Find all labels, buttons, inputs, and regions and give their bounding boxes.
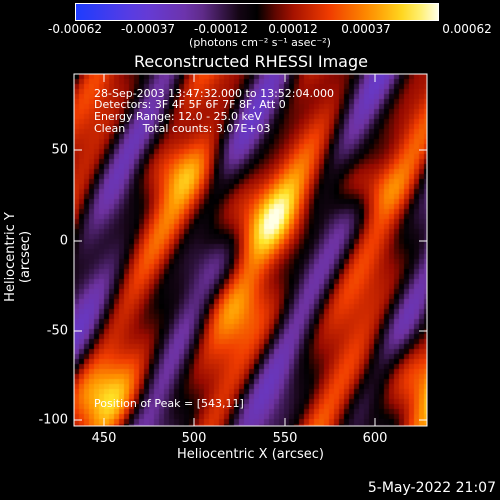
colorbar-units: (photons cm⁻² s⁻¹ asec⁻²)	[189, 36, 331, 49]
x-tick-label: 600	[362, 431, 388, 446]
colorbar-tick-label: -0.00062	[48, 22, 102, 36]
info-clean: Clean Total counts: 3.07E+03	[94, 122, 271, 135]
plot-timestamp: 5-May-2022 21:07	[367, 480, 496, 496]
colorbar-tick-label: 0.00037	[341, 22, 391, 36]
plot-title: Reconstructed RHESSI Image	[134, 52, 368, 71]
x-axis-label: Heliocentric X (arcsec)	[177, 447, 324, 462]
y-tick-label: -100	[38, 412, 68, 428]
colorbar-tick-label: -0.00037	[121, 22, 175, 36]
x-tick-label: 500	[181, 431, 207, 446]
plot-frame	[73, 73, 428, 427]
info-detectors: Detectors: 3F 4F 5F 6F 7F 8F, Att 0	[94, 98, 286, 111]
peak-position: Position of Peak = [543,11]	[94, 397, 244, 410]
x-ticks	[103, 74, 376, 426]
colorbar	[75, 3, 439, 21]
colorbar-tick-label: -0.00012	[194, 22, 248, 36]
x-tick-label: 450	[91, 431, 117, 446]
rhessi-image	[74, 74, 427, 426]
y-tick-label: 0	[59, 233, 68, 249]
colorbar-tick-label: 0.00012	[268, 22, 318, 36]
y-axis-label: Heliocentric Y (arcsec)	[3, 212, 33, 302]
y-tick-label: 50	[51, 142, 68, 158]
colorbar-tick-label: 0.00062	[442, 22, 492, 36]
x-tick-label: 550	[272, 431, 298, 446]
info-time-range: 28-Sep-2003 13:47:32.000 to 13:52:04.000	[94, 87, 334, 100]
y-tick-label: -50	[46, 323, 68, 339]
info-energy-range: Energy Range: 12.0 - 25.0 keV	[94, 110, 262, 123]
y-ticks	[74, 149, 427, 421]
